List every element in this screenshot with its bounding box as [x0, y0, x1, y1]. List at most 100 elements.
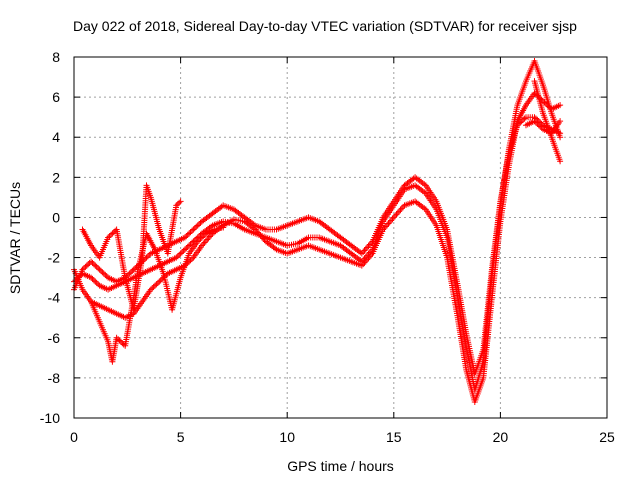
data-point-group — [444, 226, 461, 287]
data-point-group — [531, 58, 546, 87]
data-point-group — [540, 110, 554, 139]
data-point-group — [548, 102, 562, 113]
data-point-group — [284, 247, 300, 257]
x-tick-label: 10 — [279, 429, 295, 445]
y-tick-label: -8 — [48, 370, 61, 386]
data-point-group — [557, 118, 564, 125]
data-point-group — [139, 267, 152, 277]
data-point-group — [471, 360, 486, 393]
data-point-group — [147, 280, 161, 293]
data-point-group — [480, 276, 495, 365]
data-point-group — [454, 314, 469, 371]
data-point-group — [252, 222, 268, 232]
data-point-group — [209, 203, 225, 217]
data-point-group — [390, 203, 407, 221]
data-point-group — [358, 252, 375, 269]
series-track-1 — [71, 58, 564, 393]
data-point-group — [326, 250, 342, 260]
y-tick-label: -4 — [48, 290, 61, 306]
data-point-group — [557, 130, 564, 137]
x-tick-label: 20 — [493, 429, 509, 445]
data-point-group — [358, 240, 375, 257]
data-point-group — [294, 235, 310, 247]
data-point-group — [203, 227, 216, 237]
data-point-group — [326, 226, 342, 240]
data-point-group — [147, 263, 161, 273]
data-point-group — [454, 282, 469, 335]
data-point-group — [211, 225, 225, 233]
x-tick-label: 5 — [177, 429, 185, 445]
data-point-group — [422, 190, 439, 211]
data-point-group — [190, 231, 204, 245]
x-axis-label: GPS time / hours — [287, 458, 394, 474]
data-point-group — [96, 302, 110, 312]
data-point-group — [471, 348, 486, 377]
data-point-group — [284, 219, 300, 229]
data-point-group — [105, 227, 119, 241]
data-point-group — [96, 236, 111, 261]
data-point-group — [198, 223, 215, 237]
data-point-group — [113, 310, 127, 320]
y-tick-label: 0 — [52, 209, 60, 225]
data-point-group — [220, 202, 236, 212]
plot-frame — [73, 56, 608, 419]
data-point-group — [412, 174, 428, 188]
data-point-group — [122, 296, 137, 349]
data-point-group — [463, 344, 478, 391]
data-point-group — [169, 276, 184, 313]
data-point-group — [177, 198, 184, 205]
data-point-group — [316, 234, 332, 244]
data-point-group — [369, 228, 386, 257]
data-point-group — [130, 300, 144, 317]
data-point-group — [557, 102, 564, 109]
data-point-group — [262, 234, 278, 244]
data-point-group — [88, 274, 102, 288]
data-point-group — [348, 258, 363, 268]
data-point-group — [514, 103, 528, 125]
data-point-group — [230, 220, 246, 232]
data-point-group — [273, 238, 289, 248]
data-point-group — [273, 246, 289, 256]
data-point-group — [113, 279, 127, 289]
data-point-group — [241, 226, 257, 236]
data-point-group — [305, 214, 321, 224]
data-point-group — [130, 268, 141, 301]
data-point-group — [79, 286, 93, 303]
data-point-group — [422, 206, 439, 227]
data-point-group — [96, 318, 111, 343]
data-point-group — [523, 60, 537, 85]
data-point-group — [337, 254, 353, 264]
data-point-group — [220, 224, 227, 231]
chart-title: Day 022 of 2018, Sidereal Day-to-day VTE… — [73, 18, 577, 34]
data-point-group — [480, 268, 495, 353]
data-point-group — [177, 252, 192, 281]
data-point-group — [109, 336, 120, 365]
data-point-group — [230, 206, 246, 220]
data-point-group — [105, 283, 118, 293]
data-point-group — [79, 226, 94, 247]
data-point-group — [505, 124, 520, 157]
data-point-group — [139, 184, 150, 261]
data-point-group — [305, 242, 321, 252]
x-tick-label: 25 — [599, 429, 615, 445]
data-point-group — [88, 298, 102, 323]
data-point-group — [294, 215, 310, 225]
data-point-group — [294, 243, 310, 253]
data-point-group — [380, 200, 396, 221]
series-track-5 — [88, 224, 227, 365]
y-tick-label: 8 — [52, 49, 60, 65]
data-point-group — [531, 118, 545, 131]
y-tick-label: 2 — [52, 169, 60, 185]
data-point-group — [471, 376, 486, 405]
data-point-group — [514, 115, 528, 129]
axis-ticks: 0 5 10 15 20 25 -10 -8 -6 -4 -2 0 2 4 6 8 — [40, 49, 615, 445]
data-point-group — [186, 240, 200, 257]
data-point-group — [164, 255, 178, 265]
data-point-group — [433, 222, 450, 259]
data-point-group — [252, 226, 268, 243]
data-point-group — [380, 215, 396, 233]
data-point-group — [273, 223, 289, 233]
data-point-group — [514, 80, 529, 109]
data-point-group — [488, 200, 504, 273]
data-point-group — [96, 266, 110, 280]
